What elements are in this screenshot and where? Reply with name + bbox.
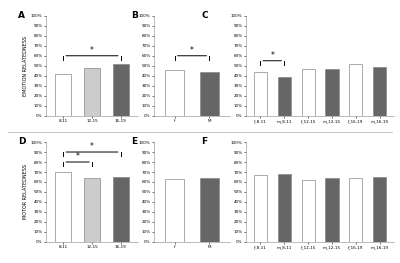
Bar [373, 67, 386, 116]
Bar [165, 179, 184, 242]
Bar [349, 178, 362, 242]
Text: D: D [18, 137, 26, 146]
Text: E: E [131, 137, 137, 146]
Bar [254, 175, 267, 242]
Bar [200, 178, 219, 242]
Bar [278, 174, 291, 242]
Bar [325, 178, 338, 242]
Bar [55, 74, 71, 116]
Text: *: * [76, 152, 80, 161]
Bar [278, 77, 291, 116]
Y-axis label: MOTOR RELATEDNESS: MOTOR RELATEDNESS [23, 164, 28, 220]
Y-axis label: EMOTION RELATEDNESS: EMOTION RELATEDNESS [23, 36, 28, 96]
Bar [302, 69, 315, 116]
Text: A: A [18, 11, 26, 20]
Bar [302, 180, 315, 242]
Bar [325, 69, 338, 116]
Text: *: * [190, 46, 194, 55]
Text: *: * [90, 46, 94, 55]
Bar [113, 177, 129, 242]
Bar [254, 72, 267, 116]
Text: *: * [90, 142, 94, 151]
Text: F: F [202, 137, 208, 146]
Text: *: * [270, 51, 274, 60]
Bar [200, 72, 219, 116]
Text: C: C [202, 11, 208, 20]
Bar [84, 68, 100, 116]
Bar [349, 64, 362, 116]
Bar [373, 177, 386, 242]
Bar [113, 64, 129, 116]
Text: B: B [131, 11, 138, 20]
Bar [55, 172, 71, 242]
Bar [84, 178, 100, 242]
Bar [165, 70, 184, 116]
